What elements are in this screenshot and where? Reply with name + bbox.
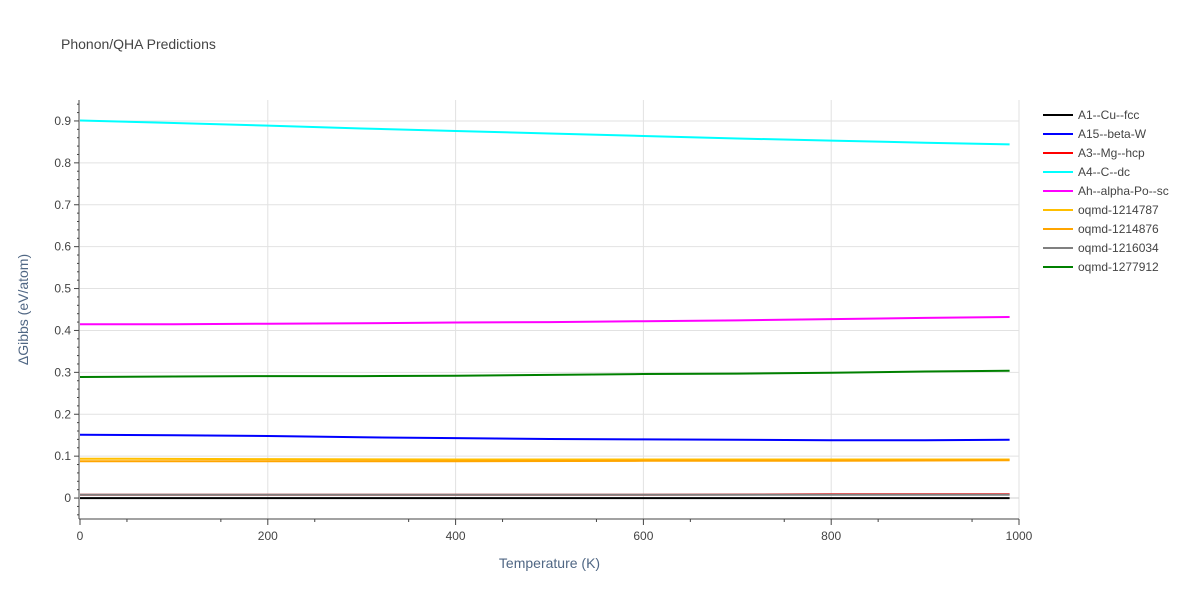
- series-line-oqmd-1214876: [80, 459, 1010, 463]
- y-tick-label: 0.3: [54, 365, 71, 379]
- legend-label: oqmd-1214787: [1078, 203, 1159, 217]
- legend-label: A3--Mg--hcp: [1078, 146, 1145, 160]
- legend-label: oqmd-1277912: [1078, 260, 1159, 274]
- chart-title: Phonon/QHA Predictions: [61, 36, 216, 52]
- legend-label: A4--C--dc: [1078, 165, 1130, 179]
- series-line-oqmd-1277912: [79, 369, 1010, 378]
- series-line-a4-c-dc: [79, 119, 1010, 146]
- legend-item-oqmd-1214876[interactable]: oqmd-1214876: [1043, 222, 1159, 236]
- x-tick-label: 0: [77, 529, 84, 543]
- y-tick-label: 0.1: [54, 449, 71, 463]
- y-axis-title: ΔGibbs (eV/atom): [15, 254, 31, 365]
- y-tick-label: 0.9: [54, 114, 71, 128]
- legend-item-ah-alpha-po-sc[interactable]: Ah--alpha-Po--sc: [1043, 184, 1169, 198]
- grid-layer: [80, 100, 1020, 519]
- legend-label: A1--Cu--fcc: [1078, 108, 1139, 122]
- series-layer: [79, 119, 1010, 500]
- x-tick-label: 200: [258, 529, 278, 543]
- series-line-oqmd-1214787: [79, 457, 1010, 461]
- x-tick-label: 600: [633, 529, 653, 543]
- legend-label: oqmd-1216034: [1078, 241, 1159, 255]
- legend-item-oqmd-1277912[interactable]: oqmd-1277912: [1043, 260, 1159, 274]
- legend-item-a1-cu-fcc[interactable]: A1--Cu--fcc: [1043, 108, 1139, 122]
- x-tick-label: 400: [446, 529, 466, 543]
- legend-item-oqmd-1214787[interactable]: oqmd-1214787: [1043, 203, 1159, 217]
- y-tick-label: 0.7: [54, 198, 71, 212]
- x-tick-label: 800: [821, 529, 841, 543]
- legend[interactable]: A1--Cu--fcc A15--beta-W A3--Mg--hcp A4--C--…: [1043, 108, 1169, 274]
- y-tick-label: 0.8: [54, 156, 71, 170]
- axis-layer: 0 0.1 0.2 0.3 0.4 0.5 0.6 0.7 0.8 0.9 0 200 400 600 80…: [54, 100, 1033, 543]
- legend-label: oqmd-1214876: [1078, 222, 1159, 236]
- y-tick-label: 0: [64, 491, 71, 505]
- legend-item-a15-beta-w[interactable]: A15--beta-W: [1043, 127, 1147, 141]
- y-tick-label: 0.6: [54, 240, 71, 254]
- legend-label: A15--beta-W: [1078, 127, 1147, 141]
- y-tick-label: 0.4: [54, 323, 71, 337]
- y-tick-label: 0.5: [54, 282, 71, 296]
- x-axis-title: Temperature (K): [499, 555, 600, 571]
- legend-item-oqmd-1216034[interactable]: oqmd-1216034: [1043, 241, 1159, 255]
- y-tick-label: 0.2: [54, 407, 71, 421]
- legend-item-a4-c-dc[interactable]: A4--C--dc: [1043, 165, 1130, 179]
- legend-item-a3-mg-hcp[interactable]: A3--Mg--hcp: [1043, 146, 1145, 160]
- x-tick-label: 1000: [1006, 529, 1033, 543]
- legend-label: Ah--alpha-Po--sc: [1078, 184, 1169, 198]
- series-line-ah-alpha-po-sc: [80, 316, 1010, 326]
- series-line-a15-beta-w: [79, 433, 1010, 442]
